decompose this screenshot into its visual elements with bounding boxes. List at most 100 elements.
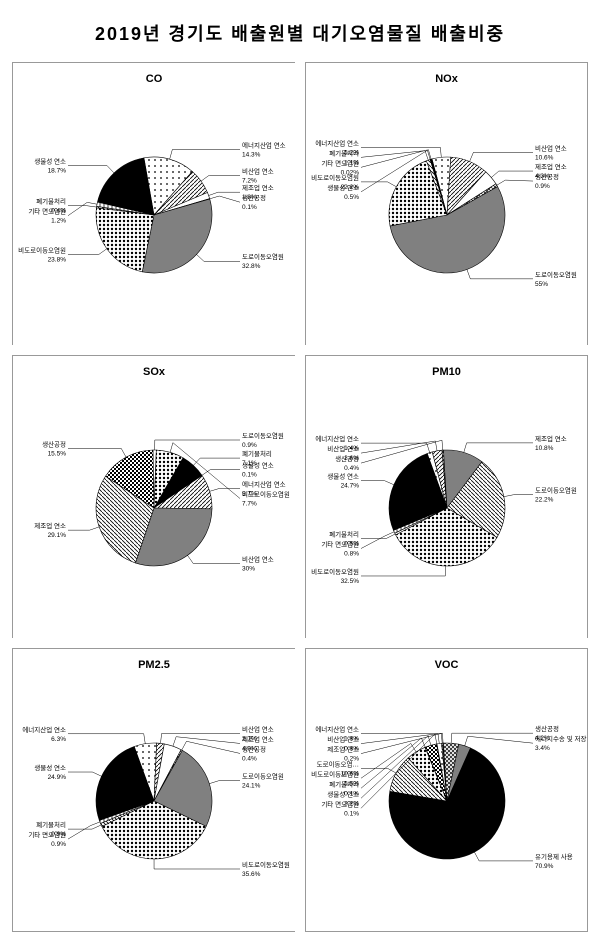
leader-line [209, 781, 240, 784]
slice-value: 7.2% [242, 177, 257, 184]
leader-line [503, 495, 532, 497]
slice-value: 0.9% [535, 183, 550, 190]
leader-line [193, 458, 240, 465]
pie-wrap: 에너지산업 연소5.2%비산업 연소10.6%제조업 연소4.3%생산공정0.9… [310, 91, 583, 331]
slice-label: 에너지산업 연소 [315, 725, 359, 734]
slice-value: 29.1% [48, 532, 67, 539]
slice-label: 비산업 연소 [327, 735, 359, 744]
leader-line [361, 566, 446, 576]
slice-value: 35.6% [242, 871, 261, 878]
chart-title: VOC [310, 659, 583, 671]
slice-value: 0.1% [242, 204, 257, 211]
slice-label: 생물성 연소 [327, 789, 359, 798]
leader-line [182, 741, 240, 753]
slice-label: 제조업 연소 [327, 746, 359, 754]
slice-label: 유기용제 사용 [535, 852, 573, 861]
slice-label: 에너지산업 연소 [242, 141, 286, 150]
slice-label: 폐기물처리 [329, 779, 359, 788]
leader-line [68, 448, 126, 457]
slice-value: 0.02% [340, 169, 359, 176]
slice-label: 생물성 연소 [327, 183, 359, 192]
page-title: 2019년 경기도 배출원별 대기오염물질 배출비중 [12, 20, 588, 46]
leader-line [361, 182, 396, 187]
slice-value: 24.7% [340, 483, 359, 490]
slice-label: 기타 면오염원 [28, 830, 66, 839]
leader-line [68, 822, 100, 839]
leader-line [68, 249, 107, 255]
slice-value: 0.1% [242, 472, 257, 479]
chart-cell-pm25: PM2.5에너지산업 연소6.3%비산업 연소2.1%제조업 연소4.9%생산공… [12, 648, 295, 932]
slice-value: 7.7% [242, 501, 257, 508]
slice-value: 30% [242, 566, 255, 573]
leader-line [361, 532, 394, 549]
leader-line [154, 859, 240, 869]
slice-label: 도로이동오염원 [535, 270, 577, 279]
leader-line [202, 470, 240, 476]
slice-value: 0.9% [51, 841, 66, 848]
chart-title: SOx [17, 366, 291, 378]
slice-label: 생산공정 [242, 744, 266, 753]
leader-line [210, 196, 240, 202]
leader-line [210, 489, 240, 492]
slice-label: 에너지산업 연소 [315, 138, 359, 147]
leader-line [160, 733, 240, 743]
chart-cell-voc: VOC에너지산업 연소1.3%비산업 연소0.3%제조업 연소0.2%생산공정4… [305, 648, 588, 932]
slice-value: 0.4% [344, 465, 359, 472]
leader-line [155, 440, 240, 450]
chart-cell-sox: SOx폐기물처리7.1%생물성 연소0.1%에너지산업 연소9.7%비산업 연소… [12, 355, 295, 638]
slice-value: 15.5% [48, 450, 67, 457]
slice-label: 생산공정 [335, 454, 359, 463]
slice-value: 55% [535, 281, 548, 288]
slice-value: 32.5% [340, 578, 359, 585]
slice-label: 폐기물처리 [36, 820, 66, 829]
slice-label: 기타 면오염원 [321, 540, 359, 549]
slice-value: 0.8% [344, 551, 359, 558]
slice-value: 18.7% [48, 168, 67, 175]
leader-line [68, 734, 145, 744]
slice-label: 기타 면오염원 [321, 799, 359, 808]
slice-label: 제조업 연소 [242, 184, 274, 192]
leader-line [201, 175, 240, 181]
slice-label: 비도로이동오염원 [18, 246, 66, 255]
pie-wrap: 에너지산업 연소14.3%비산업 연소7.2%제조업 연소1.8%생산공정0.1… [17, 91, 291, 331]
chart-grid: CO 에너지산업 연소14.3%비산업 연소7.2%제조업 연소1.8%생산공정0… [12, 62, 588, 932]
chart-title: PM2.5 [17, 659, 291, 671]
leader-line [469, 152, 532, 161]
leader-line [466, 269, 532, 278]
slice-label: 생산공정 [535, 172, 559, 181]
slice-value: 10.6% [535, 154, 554, 161]
slice-label: 비산업 연소 [242, 724, 274, 733]
slice-label: 폐기물처리 [329, 148, 359, 157]
slice-label: 폐기물처리 [36, 197, 66, 206]
slice-value: 23.8% [48, 257, 67, 264]
leader-line [68, 772, 102, 776]
slice-label: 비산업 연소 [242, 555, 274, 564]
slice-label: 생물성 연소 [34, 763, 66, 772]
leader-line [463, 443, 532, 453]
leader-line [496, 180, 532, 185]
slice-value: 0.1% [344, 810, 359, 817]
slice-label: 비산업 연소 [535, 143, 567, 152]
slice-value: 0.5% [344, 194, 359, 201]
leader-line [68, 527, 99, 530]
slice-label: 기타 면오염원 [28, 207, 66, 216]
leader-line [361, 441, 437, 453]
leader-line [170, 150, 240, 160]
slice-label: 제조업 연소 [242, 735, 274, 743]
pie-wrap: 에너지산업 연소1.4%비산업 연소2.6%생산공정0.4%제조업 연소10.8… [310, 384, 583, 624]
chart-cell-nox: NOx에너지산업 연소5.2%비산업 연소10.6%제조업 연소4.3%생산공정… [305, 62, 588, 345]
chart-title: NOx [310, 73, 583, 85]
leader-line [187, 555, 240, 563]
slice-label: 제조업 연소 [535, 435, 567, 443]
slice-value: 24.9% [48, 774, 67, 781]
page: 2019년 경기도 배출원별 대기오염물질 배출비중 CO 에너지산업 연소14.… [0, 0, 600, 952]
slice-label: 폐기물처리 [242, 449, 272, 458]
pie-wrap: 폐기물처리7.1%생물성 연소0.1%에너지산업 연소9.7%비산업 연소30%… [17, 384, 291, 624]
chart-title: CO [17, 73, 291, 85]
slice-label: 생물성 연소 [34, 157, 66, 166]
slice-value: 0.9% [242, 442, 257, 449]
slice-label: 에너지산업 연소 [315, 434, 359, 443]
slice-label: 도로이동오염원 [535, 486, 577, 495]
slice-value: 10.8% [535, 445, 554, 452]
slice-label: 폐기물처리 [329, 530, 359, 539]
